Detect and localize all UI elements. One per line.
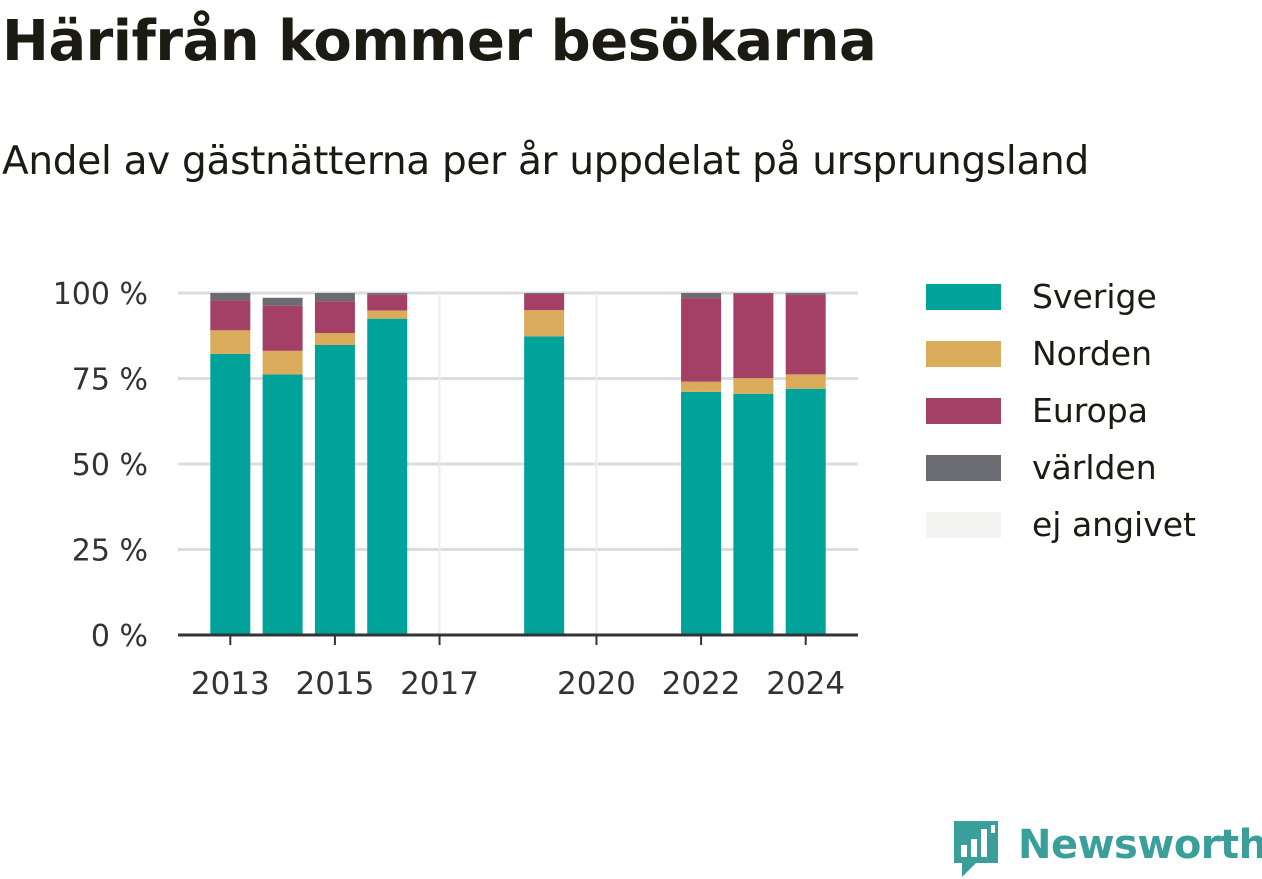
bar-segment-norden [785, 374, 826, 389]
bar-segment-europa [367, 294, 408, 311]
bar-segment-sverige [210, 353, 251, 635]
bar-segment-norden [210, 330, 251, 354]
axes: 0 % 25 % 50 % 75 % 100 % 2013 2015 2017 2020 2022… [53, 277, 858, 702]
bar-segment-europa [733, 294, 774, 379]
bars [210, 293, 826, 635]
bar-segment-världen [681, 293, 722, 299]
y-tick-label: 50 % [72, 448, 148, 483]
bar-segment-sverige [262, 374, 303, 635]
bar-segment-sverige [785, 388, 826, 635]
x-tick-label: 2020 [557, 666, 636, 702]
bar-segment-europa [210, 300, 251, 331]
legend-swatch [926, 398, 1001, 424]
x-tick-label: 2024 [766, 666, 845, 702]
bar-segment-norden [733, 378, 774, 394]
bar-segment-världen [367, 293, 408, 295]
x-tick-label: 2013 [191, 666, 270, 702]
bar-segment-europa [314, 301, 355, 334]
bar-segment-norden [314, 333, 355, 345]
bar-segment-sverige [314, 344, 355, 635]
bar-segment-världen [210, 293, 251, 301]
chart-title: Härifrån kommer besökarna [2, 9, 877, 74]
legend-label: Sverige [1032, 277, 1157, 316]
legend-swatch [926, 512, 1001, 538]
bar-segment-världen [314, 293, 355, 302]
bar-segment-världen [262, 297, 303, 306]
bar-segment-norden [524, 310, 565, 337]
y-tick-label: 75 % [72, 363, 148, 398]
y-tick-label: 100 % [53, 277, 148, 312]
bar-segment-norden [262, 350, 303, 375]
brand-name: Newsworthy [1018, 822, 1262, 868]
stacked-bar-chart: 0 % 25 % 50 % 75 % 100 % 2013 2015 2017 2020 2022… [53, 277, 858, 702]
bar-segment-norden [681, 381, 722, 392]
bar-segment-sverige [367, 318, 408, 635]
bar-segment-sverige [733, 393, 774, 635]
chart-subtitle: Andel av gästnätterna per år uppdelat på… [2, 139, 1089, 184]
legend-label: Norden [1032, 334, 1153, 373]
legend-swatch [926, 455, 1001, 481]
bar-segment-sverige [681, 391, 722, 635]
bar-segment-norden [367, 310, 408, 319]
legend-label: Europa [1032, 391, 1148, 430]
bar-segment-sverige [524, 336, 565, 635]
bar-segment-världen [733, 293, 774, 295]
bar-segment-europa [785, 294, 826, 375]
y-tick-label: 0 % [91, 619, 148, 654]
bar-segment-europa [524, 294, 565, 311]
legend-swatch [926, 341, 1001, 367]
legend-label: ej angivet [1032, 505, 1196, 544]
legend-swatch [926, 284, 1001, 310]
x-tick-label: 2017 [400, 666, 479, 702]
bar-segment-europa [262, 305, 303, 351]
x-tick-label: 2015 [295, 666, 374, 702]
bar-segment-världen [785, 293, 826, 295]
legend-label: världen [1032, 448, 1157, 487]
bar-segment-världen [524, 293, 565, 295]
bar-segment-europa [681, 298, 722, 382]
y-tick-label: 25 % [72, 534, 148, 569]
newsworthy-logo-icon [954, 821, 998, 877]
brand-logo: Newsworthy [950, 817, 1262, 879]
x-tick-label: 2022 [662, 666, 741, 702]
